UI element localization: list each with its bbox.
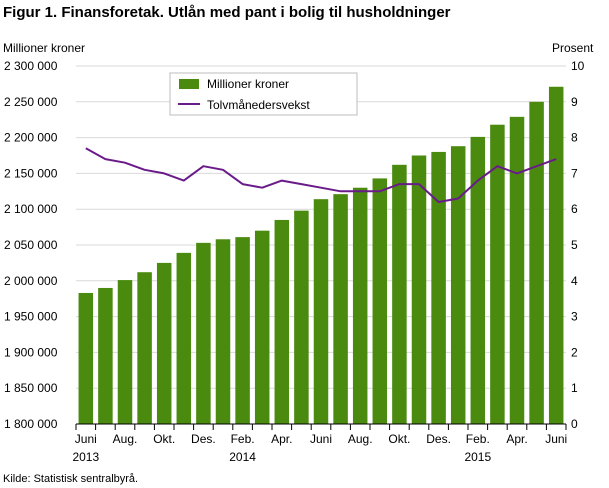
bar [450, 146, 466, 424]
source-note: Kilde: Statistisk sentralbyrå. [3, 473, 138, 485]
bar [78, 292, 94, 424]
bar [137, 272, 152, 424]
bar [352, 187, 368, 424]
left-axis-title: Millioner kroner [3, 41, 85, 55]
right-tick-label: 4 [571, 274, 578, 288]
legend-swatch-bar [179, 79, 199, 89]
right-axis-title: Prosent [552, 41, 594, 55]
left-tick-label: 1 800 000 [4, 417, 58, 431]
right-tick-label: 8 [571, 131, 578, 145]
bar [176, 252, 192, 424]
chart-title: Figur 1. Finansforetak. Utlån med pant i… [3, 4, 451, 21]
line-series [85, 147, 557, 203]
right-tick-label: 3 [571, 310, 578, 324]
x-tick-labels: Juni Aug. Okt. Des. Feb. Apr. Juni Aug. Okt. Des.… [72, 432, 567, 464]
x-tick-label: Juni [75, 432, 97, 446]
year-label: 2015 [464, 450, 491, 464]
bar [333, 194, 348, 424]
x-tick-label: Feb. [466, 432, 490, 446]
bar [156, 262, 172, 424]
bar [509, 116, 525, 424]
bar [215, 239, 231, 424]
right-tick-label: 9 [571, 95, 578, 109]
left-tick-label: 1 900 000 [4, 345, 58, 359]
left-tick-label: 2 250 000 [4, 95, 58, 109]
right-tick-label: 5 [571, 238, 578, 252]
right-tick-label: 7 [571, 166, 578, 180]
x-tick-label: Okt. [153, 432, 175, 446]
bar [548, 86, 564, 424]
bar [117, 280, 133, 424]
x-tick-label: Feb. [231, 432, 255, 446]
right-tick-labels: 0 1 2 3 4 5 6 7 8 9 10 [571, 59, 585, 431]
bar [411, 155, 427, 424]
x-tick-label: Des. [426, 432, 451, 446]
right-tick-label: 10 [571, 59, 585, 73]
bar [529, 101, 544, 425]
bar [313, 199, 329, 424]
x-tick-label: Juni [310, 432, 332, 446]
bar [274, 219, 290, 424]
left-tick-label: 2 300 000 [4, 59, 58, 73]
year-label: 2014 [229, 450, 256, 464]
left-tick-label: 2 100 000 [4, 202, 58, 216]
x-tick-label: Okt. [388, 432, 410, 446]
x-tick-label: Aug. [113, 432, 138, 446]
right-tick-label: 6 [571, 202, 578, 216]
bar [470, 136, 486, 424]
x-tick-label: Aug. [348, 432, 373, 446]
axes [75, 423, 567, 430]
right-tick-label: 0 [571, 417, 578, 431]
legend: Millioner kroner Tolvmånedersvekst [169, 72, 358, 116]
bar-series [78, 86, 564, 425]
x-tick-label: Apr. [506, 432, 527, 446]
left-tick-label: 2 200 000 [4, 131, 58, 145]
bar [294, 210, 309, 424]
bar [490, 124, 505, 424]
bar [235, 237, 250, 424]
left-tick-label: 1 850 000 [4, 381, 58, 395]
bar [431, 151, 446, 425]
left-tick-label: 2 000 000 [4, 274, 58, 288]
bar [196, 242, 211, 424]
x-tick-label: Juni [545, 432, 567, 446]
bar [392, 164, 407, 425]
x-tick-label: Apr. [271, 432, 292, 446]
bar [254, 230, 270, 424]
bar [98, 287, 113, 424]
right-tick-label: 2 [571, 345, 578, 359]
x-tick-label: Des. [191, 432, 216, 446]
left-tick-label: 2 150 000 [4, 166, 58, 180]
left-tick-label: 2 050 000 [4, 238, 58, 252]
legend-label-line: Tolvmånedersvekst [207, 98, 310, 112]
right-tick-label: 1 [571, 381, 578, 395]
bar [372, 178, 388, 424]
series-line [85, 147, 557, 203]
legend-box [169, 72, 358, 116]
legend-label-bar: Millioner kroner [207, 77, 289, 91]
year-label: 2013 [72, 450, 99, 464]
left-tick-labels: 1 800 000 1 850 000 1 900 000 1 950 000 2 00… [4, 59, 58, 431]
left-tick-label: 1 950 000 [4, 310, 58, 324]
